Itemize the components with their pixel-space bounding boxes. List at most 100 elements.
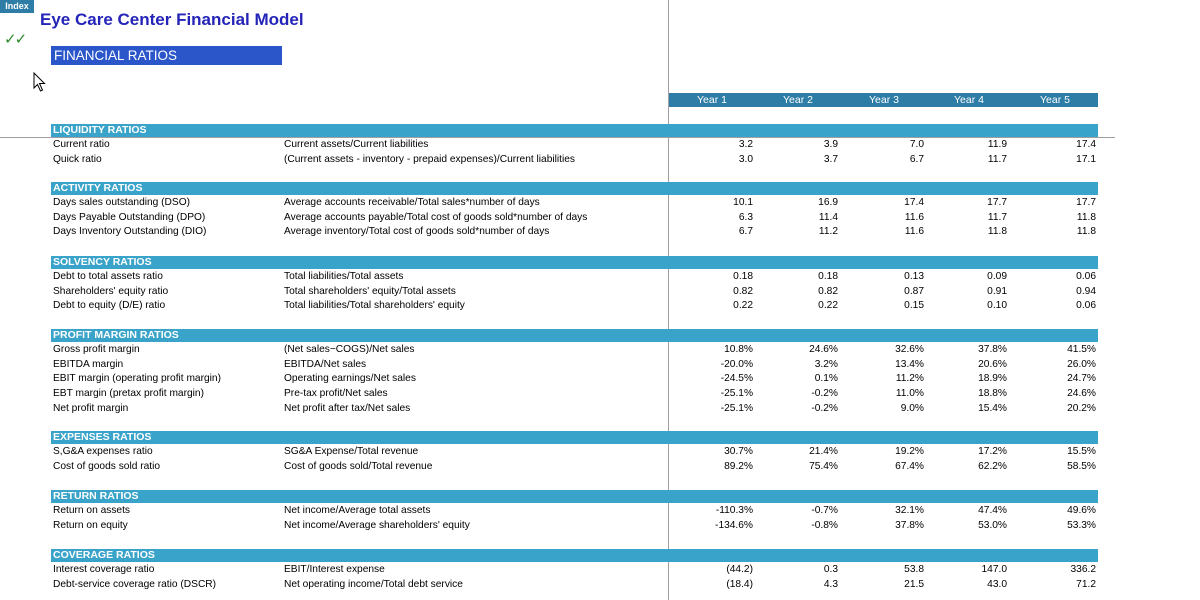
year-value-cell[interactable]: 11.8 bbox=[1076, 226, 1096, 238]
year-value-cell[interactable]: 16.9 bbox=[818, 197, 838, 208]
year-value-cell[interactable]: 71.2 bbox=[1076, 578, 1096, 590]
year-value-cell[interactable]: 147.0 bbox=[981, 564, 1008, 575]
year-value-cell[interactable]: 0.94 bbox=[1076, 285, 1096, 297]
year-value-cell[interactable]: 0.1% bbox=[814, 373, 838, 385]
year-value-cell[interactable]: 0.18 bbox=[733, 271, 753, 282]
year-value-cell[interactable]: 49.6% bbox=[1067, 505, 1096, 516]
year-value-cell[interactable]: 0.13 bbox=[904, 271, 924, 282]
year-value-cell[interactable]: 20.6% bbox=[978, 358, 1007, 370]
year-value-cell[interactable]: 11.7 bbox=[987, 153, 1007, 165]
year-value-cell[interactable]: 0.15 bbox=[904, 300, 924, 312]
year-value-cell[interactable]: 11.2 bbox=[818, 226, 838, 238]
year-value-cell[interactable]: 26.0% bbox=[1067, 358, 1096, 370]
year-value-cell[interactable]: 3.9 bbox=[823, 139, 838, 150]
year-value-cell[interactable]: 53.8 bbox=[904, 564, 924, 575]
year-value-cell[interactable]: -0.2% bbox=[811, 388, 838, 400]
year-value-cell[interactable]: 0.3 bbox=[823, 564, 838, 575]
year-value-cell[interactable]: 0.18 bbox=[818, 271, 838, 282]
year-value-cell[interactable]: 11.2% bbox=[895, 373, 924, 385]
year-value-cell[interactable]: -25.1% bbox=[720, 402, 753, 414]
year-value-cell[interactable]: 18.8% bbox=[978, 388, 1007, 400]
year-value-cell[interactable]: -24.5% bbox=[720, 373, 753, 385]
year-value-cell[interactable]: 47.4% bbox=[978, 505, 1007, 516]
year-value-cell[interactable]: 17.4 bbox=[904, 197, 924, 208]
year-value-cell[interactable]: 0.06 bbox=[1076, 271, 1096, 282]
year-value-cell[interactable]: 0.06 bbox=[1076, 300, 1096, 312]
year-value-cell[interactable]: 19.2% bbox=[895, 446, 924, 457]
year-value-cell[interactable]: 11.4 bbox=[818, 211, 838, 223]
year-value-cell[interactable]: 6.3 bbox=[738, 211, 753, 223]
year-value-cell[interactable]: (44.2) bbox=[726, 564, 753, 575]
year-value-cell[interactable]: 0.10 bbox=[987, 300, 1007, 312]
year-value-cell[interactable]: 67.4% bbox=[895, 460, 924, 472]
year-value-cell[interactable]: 17.2% bbox=[978, 446, 1007, 457]
year-header-cell: Year 3 bbox=[869, 94, 899, 106]
year-value-cell[interactable]: 20.2% bbox=[1067, 402, 1096, 414]
year-value-cell[interactable]: 11.8 bbox=[1076, 211, 1096, 223]
year-value-cell[interactable]: 58.5% bbox=[1067, 460, 1096, 472]
year-value-cell[interactable]: 3.2% bbox=[814, 358, 838, 370]
year-value-cell[interactable]: -134.6% bbox=[715, 519, 753, 531]
year-value-cell[interactable]: 17.7 bbox=[1076, 197, 1096, 208]
year-value-cell[interactable]: 24.6% bbox=[809, 344, 838, 355]
year-value-cell[interactable]: 21.5 bbox=[904, 578, 924, 590]
index-button[interactable]: Index bbox=[0, 0, 34, 13]
year-value-cell[interactable]: -25.1% bbox=[720, 388, 753, 400]
year-value-cell[interactable]: 0.09 bbox=[987, 271, 1007, 282]
year-value-cell[interactable]: 37.8% bbox=[895, 519, 924, 531]
year-value-cell[interactable]: 11.9 bbox=[987, 139, 1007, 150]
year-value-cell[interactable]: 37.8% bbox=[978, 344, 1007, 355]
year-value-cell[interactable]: 18.9% bbox=[978, 373, 1007, 385]
year-value-cell[interactable]: 0.91 bbox=[987, 285, 1007, 297]
year-value-cell[interactable]: 32.6% bbox=[895, 344, 924, 355]
year-value-cell[interactable]: 0.22 bbox=[733, 300, 753, 312]
year-value-cell[interactable]: 11.0% bbox=[895, 388, 924, 400]
year-value-cell[interactable]: 3.7 bbox=[823, 153, 838, 165]
year-value-cell[interactable]: 32.1% bbox=[895, 505, 924, 516]
year-value-cell[interactable]: 53.0% bbox=[978, 519, 1007, 531]
year-value-cell[interactable]: 6.7 bbox=[909, 153, 924, 165]
year-value-cell[interactable]: 0.82 bbox=[818, 285, 838, 297]
year-value-cell[interactable]: 17.4 bbox=[1076, 139, 1096, 150]
year-value-cell[interactable]: 4.3 bbox=[823, 578, 838, 590]
year-value-cell[interactable]: 89.2% bbox=[724, 460, 753, 472]
year-value-cell[interactable]: 24.6% bbox=[1067, 388, 1096, 400]
year-value-cell[interactable]: 336.2 bbox=[1070, 564, 1097, 575]
year-value-cell[interactable]: -110.3% bbox=[715, 505, 753, 516]
category-header: RETURN RATIOS bbox=[51, 490, 1098, 503]
year-value-cell[interactable]: 7.0 bbox=[909, 139, 924, 150]
year-value-cell[interactable]: 0.22 bbox=[818, 300, 838, 312]
year-value-cell[interactable]: 3.0 bbox=[738, 153, 753, 165]
year-value-cell[interactable]: 53.3% bbox=[1067, 519, 1096, 531]
year-value-cell[interactable]: 15.4% bbox=[978, 402, 1007, 414]
ratio-formula: Net income/Average shareholders' equity bbox=[284, 519, 470, 531]
year-value-cell[interactable]: -20.0% bbox=[720, 358, 753, 370]
year-value-cell[interactable]: (18.4) bbox=[726, 578, 753, 590]
year-value-cell[interactable]: 24.7% bbox=[1067, 373, 1096, 385]
year-value-cell[interactable]: 0.82 bbox=[733, 285, 753, 297]
year-value-cell[interactable]: 10.8% bbox=[724, 344, 753, 355]
year-value-cell[interactable]: 15.5% bbox=[1067, 446, 1096, 457]
year-value-cell[interactable]: 21.4% bbox=[809, 446, 838, 457]
year-value-cell[interactable]: 43.0 bbox=[987, 578, 1007, 590]
year-value-cell[interactable]: 17.7 bbox=[987, 197, 1007, 208]
year-value-cell[interactable]: 62.2% bbox=[978, 460, 1007, 472]
year-value-cell[interactable]: 9.0% bbox=[900, 402, 924, 414]
year-value-cell[interactable]: 6.7 bbox=[738, 226, 753, 238]
year-value-cell[interactable]: 17.1 bbox=[1076, 153, 1096, 165]
year-value-cell[interactable]: 11.7 bbox=[987, 211, 1007, 223]
year-value-cell[interactable]: 30.7% bbox=[724, 446, 753, 457]
year-value-cell[interactable]: 41.5% bbox=[1067, 344, 1096, 355]
year-value-cell[interactable]: -0.8% bbox=[811, 519, 838, 531]
table-row: Current ratio Current assets/Current liab… bbox=[0, 138, 1100, 152]
year-value-cell[interactable]: -0.7% bbox=[811, 505, 838, 516]
year-value-cell[interactable]: 11.8 bbox=[987, 226, 1007, 238]
year-value-cell[interactable]: 0.87 bbox=[904, 285, 924, 297]
year-value-cell[interactable]: 10.1 bbox=[733, 197, 753, 208]
year-value-cell[interactable]: 11.6 bbox=[904, 226, 924, 238]
year-value-cell[interactable]: 11.6 bbox=[904, 211, 924, 223]
year-value-cell[interactable]: -0.2% bbox=[811, 402, 838, 414]
year-value-cell[interactable]: 3.2 bbox=[738, 139, 753, 150]
year-value-cell[interactable]: 75.4% bbox=[809, 460, 838, 472]
year-value-cell[interactable]: 13.4% bbox=[895, 358, 924, 370]
